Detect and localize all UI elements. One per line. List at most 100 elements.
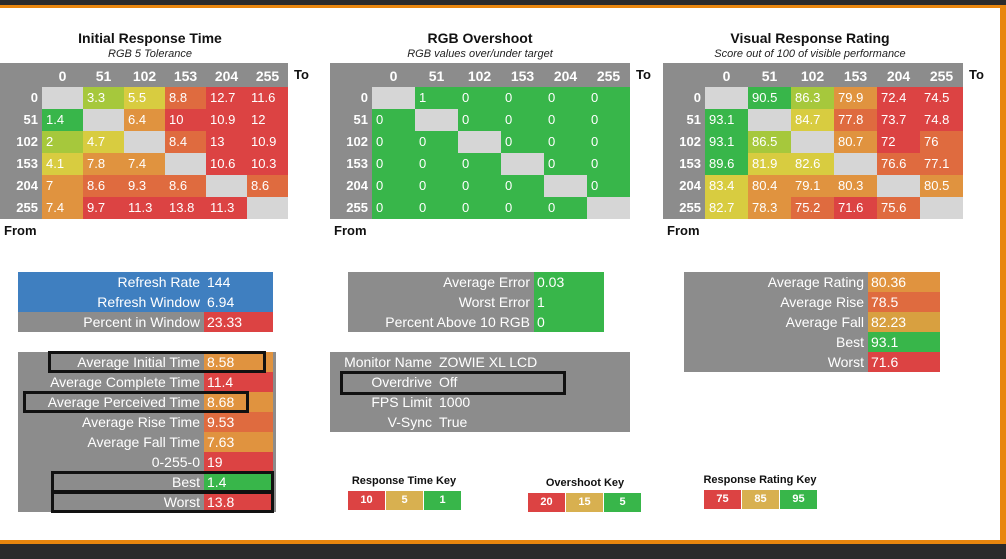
heatmap-cell: 0 xyxy=(587,131,630,153)
key-swatch: 1 xyxy=(424,491,461,510)
monitor-label: Overdrive xyxy=(371,374,432,390)
highlight-average-perceived-time xyxy=(23,391,249,413)
heatmap-cell: 71.6 xyxy=(834,197,877,219)
row-header: 255 xyxy=(679,200,701,215)
heatmap-cell: 0 xyxy=(372,109,415,131)
heatmap-cell-empty xyxy=(124,131,165,153)
heatmap-cell: 0 xyxy=(372,153,415,175)
heatmap-cell-empty xyxy=(372,87,415,109)
heatmap-cell: 80.4 xyxy=(748,175,791,197)
heatmap-cell: 74.5 xyxy=(920,87,963,109)
heatmap-cell: 0 xyxy=(544,197,587,219)
overshoot-title: RGB Overshoot xyxy=(427,30,533,46)
heatmap-cell: 72.4 xyxy=(877,87,920,109)
row-header: 102 xyxy=(346,134,368,149)
stat-label: Average Fall xyxy=(684,312,868,332)
heatmap-cell: 0 xyxy=(458,109,501,131)
stat-value: 9.53 xyxy=(204,412,273,432)
heatmap-cell: 0 xyxy=(458,197,501,219)
heatmap-cell: 0 xyxy=(501,109,544,131)
heatmap-cell: 80.7 xyxy=(834,131,877,153)
row-header: 204 xyxy=(346,178,368,193)
column-header: 204 xyxy=(886,68,911,84)
heatmap-cell: 86.5 xyxy=(748,131,791,153)
heatmap-cell-empty xyxy=(920,197,963,219)
heatmap-cell-empty xyxy=(834,153,877,175)
heatmap-cell: 86.3 xyxy=(791,87,834,109)
heatmap-cell: 8.6 xyxy=(247,175,288,197)
heatmap-cell: 10 xyxy=(165,109,206,131)
heatmap-cell-empty xyxy=(705,87,748,109)
column-header: 204 xyxy=(214,68,239,84)
heatmap-cell-empty xyxy=(791,131,834,153)
heatmap-cell: 2 xyxy=(42,131,83,153)
stat-value: 1 xyxy=(534,292,604,312)
highlight-best xyxy=(51,471,274,493)
heatmap-cell: 77.1 xyxy=(920,153,963,175)
stat-label: Percent in Window xyxy=(18,312,204,332)
heatmap-cell: 89.6 xyxy=(705,153,748,175)
initial-response-title: Initial Response Time xyxy=(78,30,222,46)
row-header: 204 xyxy=(679,178,701,193)
heatmap-cell-empty xyxy=(415,109,458,131)
heatmap-cell: 74.8 xyxy=(920,109,963,131)
heatmap-cell: 82.7 xyxy=(705,197,748,219)
monitor-label: V-Sync xyxy=(387,414,432,430)
heatmap-cell: 7.4 xyxy=(42,197,83,219)
row-header: 153 xyxy=(679,156,701,171)
heatmap-cell: 90.5 xyxy=(748,87,791,109)
heatmap-cell: 76 xyxy=(920,131,963,153)
column-header: 102 xyxy=(467,68,492,84)
stat-label: Best xyxy=(684,332,868,352)
key-swatch: 10 xyxy=(348,491,385,510)
heatmap-cell: 0 xyxy=(415,131,458,153)
heatmap-cell: 8.8 xyxy=(165,87,206,109)
column-header: 102 xyxy=(800,68,825,84)
row-header: 0 xyxy=(693,90,701,105)
stat-label: Refresh Rate xyxy=(18,272,204,292)
column-header: 51 xyxy=(761,68,778,84)
heatmap-cell: 7.8 xyxy=(83,153,124,175)
heatmap-cell: 10.6 xyxy=(206,153,247,175)
row-header: 204 xyxy=(16,178,38,193)
monitor-value: True xyxy=(439,414,468,430)
heatmap-cell-empty xyxy=(587,197,630,219)
heatmap-cell: 78.3 xyxy=(748,197,791,219)
heatmap-cell: 13.8 xyxy=(165,197,206,219)
heatmap-cell: 11.3 xyxy=(206,197,247,219)
stat-value: 7.63 xyxy=(204,432,273,452)
heatmap-cell: 0 xyxy=(501,197,544,219)
heatmap-cell-empty xyxy=(42,87,83,109)
highlight-overdrive xyxy=(340,371,566,395)
heatmap-cell-empty xyxy=(83,109,124,131)
heatmap-cell: 93.1 xyxy=(705,131,748,153)
stat-label: Worst xyxy=(163,494,200,510)
key-swatch: 75 xyxy=(704,490,741,509)
key-swatch: 95 xyxy=(780,490,817,509)
row-header: 153 xyxy=(16,156,38,171)
key-title: Response Rating Key xyxy=(703,474,817,486)
highlight-average-initial-time xyxy=(48,351,266,373)
top-accent-bar xyxy=(0,5,1006,8)
heatmap-cell: 8.4 xyxy=(165,131,206,153)
stat-label: Percent Above 10 RGB xyxy=(348,312,534,332)
key-title: Response Time Key xyxy=(351,475,457,487)
key-swatch: 85 xyxy=(742,490,779,509)
monitor-label: Monitor Name xyxy=(344,354,432,370)
key-swatch: 15 xyxy=(566,493,603,512)
heatmap-cell: 0 xyxy=(544,109,587,131)
heatmap-cell: 0 xyxy=(372,197,415,219)
stat-value: 8.68 xyxy=(204,392,273,412)
heatmap-cell: 10.3 xyxy=(247,153,288,175)
stat-value: 13.8 xyxy=(204,492,273,512)
heatmap-cell: 0 xyxy=(501,87,544,109)
stat-label: Average Fall Time xyxy=(87,434,200,450)
monitor-value: ZOWIE XL LCD xyxy=(439,354,538,370)
heatmap-cell: 0 xyxy=(458,175,501,197)
heatmap-cell: 82.6 xyxy=(791,153,834,175)
heatmap-cell: 76.6 xyxy=(877,153,920,175)
heatmap-cell: 83.4 xyxy=(705,175,748,197)
stat-label: Average Error xyxy=(348,272,534,292)
bottom-accent-bar xyxy=(0,540,1006,544)
heatmap-cell: 12.7 xyxy=(206,87,247,109)
